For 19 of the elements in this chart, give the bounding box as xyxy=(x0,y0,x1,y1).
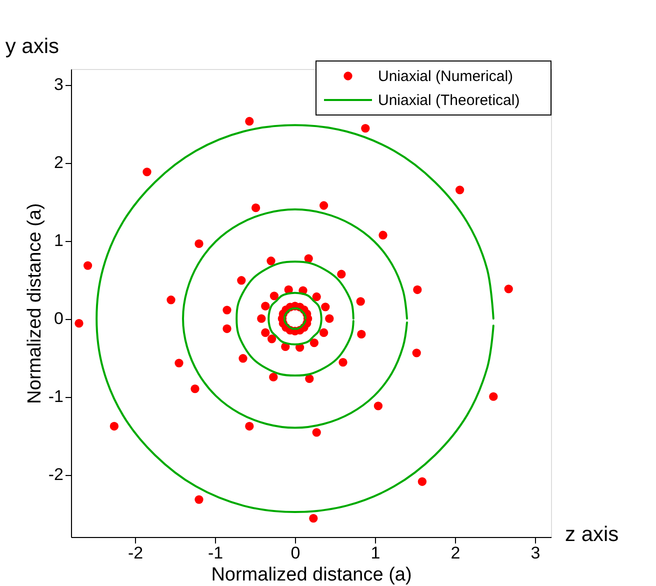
y-tick-label: -1 xyxy=(48,387,64,406)
text: z axis xyxy=(565,523,619,546)
y-tick-label: 0 xyxy=(54,309,64,328)
x-tick-label: -1 xyxy=(208,544,224,562)
x-tick-label: 3 xyxy=(530,544,540,562)
legend-label: Uniaxial (Theoretical) xyxy=(378,92,520,109)
x-tick-label: -2 xyxy=(128,544,144,562)
x-tick-label: 2 xyxy=(450,544,460,562)
x-axis-title: Normalized distance (a) xyxy=(211,564,412,586)
y-axis-title: Normalized distance (a) xyxy=(24,203,46,404)
legend-label: Uniaxial (Numerical) xyxy=(378,68,514,85)
y-tick-label: 3 xyxy=(54,75,64,94)
y-tick-label: -2 xyxy=(48,465,64,484)
text: y axis xyxy=(5,35,59,58)
y-tick-label: 1 xyxy=(54,231,64,250)
y-tick-label: 2 xyxy=(54,153,64,172)
line-series xyxy=(182,208,408,429)
x-tick-label: 0 xyxy=(290,544,300,562)
x-tick-label: 1 xyxy=(370,544,380,562)
